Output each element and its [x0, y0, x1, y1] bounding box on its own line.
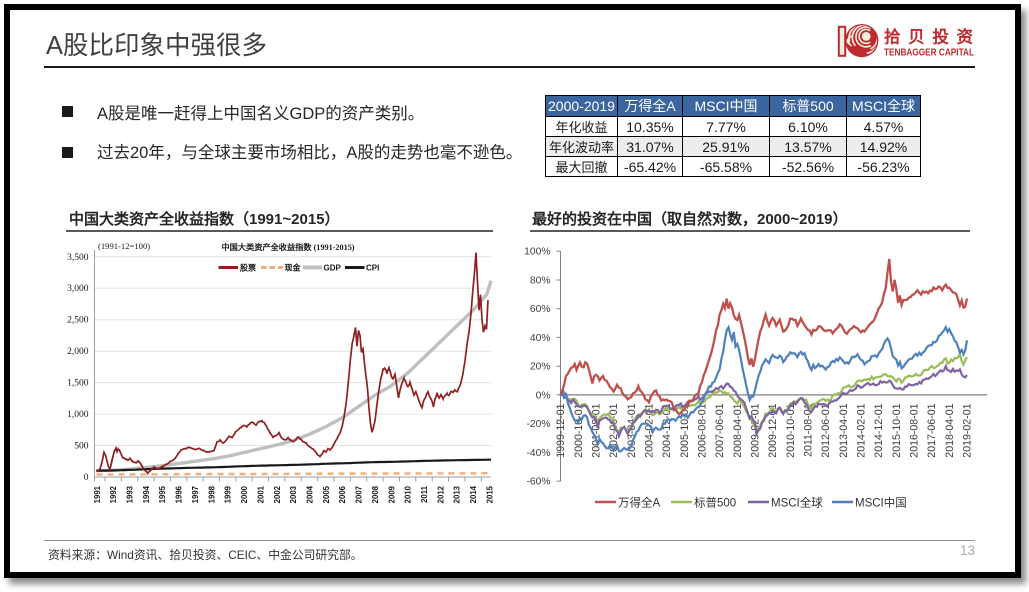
- svg-text:2015: 2015: [485, 485, 494, 503]
- svg-text:-60%: -60%: [526, 477, 550, 488]
- svg-text:1,500: 1,500: [67, 379, 89, 389]
- svg-text:2014-12-01: 2014-12-01: [873, 403, 885, 457]
- svg-text:现金: 现金: [285, 263, 302, 273]
- svg-text:2004-12-01: 2004-12-01: [661, 403, 673, 457]
- svg-text:2011-08-01: 2011-08-01: [803, 403, 815, 457]
- svg-text:2012-06-01: 2012-06-01: [820, 403, 832, 457]
- svg-text:1995: 1995: [158, 485, 167, 503]
- svg-text:2010-10-01: 2010-10-01: [785, 403, 797, 457]
- svg-text:2000: 2000: [240, 485, 249, 503]
- svg-text:2013-04-01: 2013-04-01: [838, 403, 850, 457]
- svg-text:1999-12-01: 1999-12-01: [555, 403, 567, 457]
- svg-text:2009: 2009: [387, 485, 396, 503]
- svg-text:2012: 2012: [436, 485, 445, 503]
- svg-text:TENBAGGER CAPITAL: TENBAGGER CAPITAL: [884, 47, 974, 59]
- svg-text:GDP: GDP: [324, 264, 342, 273]
- svg-text:2,000: 2,000: [67, 347, 89, 357]
- svg-text:2010: 2010: [404, 485, 413, 503]
- svg-text:40%: 40%: [530, 333, 551, 344]
- svg-text:1997: 1997: [191, 486, 200, 503]
- svg-text:2004-02-01: 2004-02-01: [644, 403, 656, 457]
- svg-text:1994: 1994: [142, 485, 151, 503]
- svg-text:2009-12-01: 2009-12-01: [767, 403, 779, 457]
- svg-text:60%: 60%: [530, 304, 551, 315]
- svg-text:2015-10-01: 2015-10-01: [891, 403, 903, 457]
- svg-text:2,500: 2,500: [67, 316, 89, 326]
- svg-text:2014: 2014: [469, 485, 478, 503]
- svg-text:中国大类资产全收益指数 (1991-2015): 中国大类资产全收益指数 (1991-2015): [221, 242, 354, 252]
- svg-text:2014-02-01: 2014-02-01: [856, 403, 868, 457]
- svg-text:2001: 2001: [256, 485, 265, 503]
- svg-text:2019-02-01: 2019-02-01: [962, 403, 974, 457]
- svg-text:2016-08-01: 2016-08-01: [909, 403, 921, 457]
- svg-text:3,000: 3,000: [67, 284, 89, 294]
- svg-text:2011: 2011: [420, 485, 429, 503]
- svg-text:20%: 20%: [530, 362, 551, 373]
- svg-text:2008-04-01: 2008-04-01: [732, 403, 744, 457]
- svg-text:1999: 1999: [224, 485, 233, 503]
- svg-text:2007: 2007: [355, 486, 364, 503]
- svg-text:2004: 2004: [306, 485, 315, 503]
- svg-text:1,000: 1,000: [67, 410, 89, 420]
- svg-text:1993: 1993: [126, 485, 135, 503]
- svg-text:3,500: 3,500: [67, 253, 89, 263]
- svg-text:2018-04-01: 2018-04-01: [944, 403, 956, 457]
- svg-text:2008: 2008: [371, 485, 380, 503]
- svg-text:-20%: -20%: [526, 419, 550, 430]
- svg-text:1998: 1998: [207, 485, 216, 503]
- svg-text:1991: 1991: [93, 485, 102, 503]
- svg-text:2002: 2002: [273, 485, 282, 503]
- svg-text:2007-06-01: 2007-06-01: [714, 403, 726, 457]
- svg-text:0%: 0%: [536, 390, 551, 401]
- svg-text:-40%: -40%: [526, 448, 550, 459]
- svg-text:1992: 1992: [109, 485, 118, 503]
- svg-text:标普500: 标普500: [694, 496, 736, 510]
- svg-text:2013: 2013: [453, 485, 462, 503]
- svg-text:100%: 100%: [524, 247, 550, 258]
- svg-text:0: 0: [84, 473, 89, 483]
- svg-text:万得全A: 万得全A: [618, 496, 660, 510]
- svg-text:80%: 80%: [530, 276, 551, 287]
- svg-text:MSCI中国: MSCI中国: [855, 497, 907, 510]
- svg-text:2006: 2006: [338, 485, 347, 503]
- svg-text:1996: 1996: [175, 485, 184, 503]
- svg-text:CPI: CPI: [366, 264, 379, 273]
- svg-text:(1991-12=100): (1991-12=100): [98, 241, 150, 251]
- svg-text:2017-06-01: 2017-06-01: [926, 403, 938, 457]
- svg-text:2003: 2003: [289, 485, 298, 503]
- svg-text:500: 500: [74, 442, 89, 452]
- svg-text:2005: 2005: [322, 485, 331, 503]
- svg-text:股票: 股票: [240, 263, 256, 273]
- svg-text:2006-08-01: 2006-08-01: [697, 403, 709, 457]
- svg-text:2000-10-01: 2000-10-01: [573, 403, 585, 457]
- svg-text:2003-04-01: 2003-04-01: [626, 403, 638, 457]
- svg-text:拾贝投资: 拾贝投资: [884, 27, 974, 47]
- svg-text:MSCI全球: MSCI全球: [771, 496, 823, 510]
